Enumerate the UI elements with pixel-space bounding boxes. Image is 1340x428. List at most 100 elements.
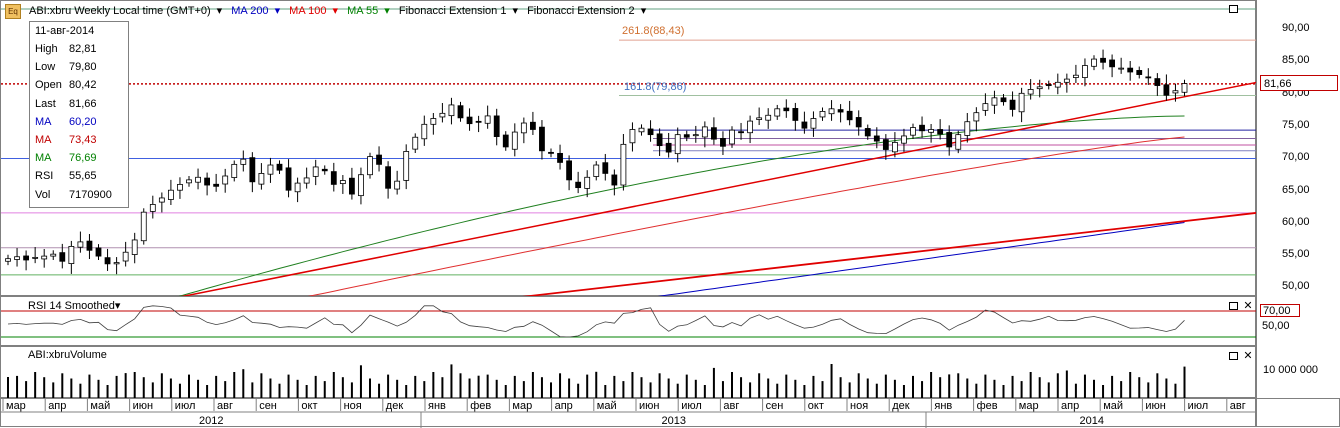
month-label: ноя xyxy=(850,400,868,412)
info-value: 7170900 xyxy=(69,188,112,201)
ma55-dropdown-icon[interactable]: ▾ xyxy=(384,5,390,17)
volume-title[interactable]: ABI:xbruVolume xyxy=(28,349,107,361)
volume-bar xyxy=(260,373,263,398)
volume-bar xyxy=(1011,375,1014,398)
close-volume-icon[interactable]: ✕ xyxy=(1243,350,1253,362)
month-label: июн xyxy=(639,400,659,412)
maximize-price-icon[interactable] xyxy=(1229,5,1238,13)
ma100-dropdown-icon[interactable]: ▾ xyxy=(332,5,338,17)
volume-bar xyxy=(622,381,625,398)
candle-body xyxy=(910,127,916,136)
maximize-volume-icon[interactable] xyxy=(1229,352,1238,360)
time-axis[interactable]: мар апр май июн июл авг сен окт ноя дек янв фев мар а… xyxy=(0,398,1257,428)
month-label: ноя xyxy=(344,400,362,412)
volume-bar xyxy=(939,377,942,398)
candle-body xyxy=(222,175,229,185)
month-label: июл xyxy=(1188,400,1209,412)
candle-body xyxy=(747,120,753,134)
volume-bar xyxy=(405,385,408,398)
volume-bar xyxy=(1111,375,1114,398)
symbol-dropdown-icon[interactable]: ▾ xyxy=(216,5,223,17)
volume-bar xyxy=(1038,377,1041,398)
volume-bar xyxy=(16,375,19,398)
volume-bar xyxy=(188,374,190,398)
month-label: дек xyxy=(386,400,404,412)
volume-bar xyxy=(459,373,462,398)
candle-body xyxy=(1100,57,1106,63)
ma100-label[interactable]: MA 100 xyxy=(289,5,327,17)
volume-bar xyxy=(486,374,489,398)
volume-bar xyxy=(568,378,571,398)
volume-bar xyxy=(1002,385,1005,398)
fib2-dropdown-icon[interactable]: ▾ xyxy=(640,5,647,17)
candle-body xyxy=(602,162,609,174)
candle-body xyxy=(1027,89,1034,95)
info-value: 80,42 xyxy=(69,79,97,92)
price-panel[interactable]: Eq ABI:xbru Weekly Local time (GMT+0) ▾ M… xyxy=(0,0,1258,300)
volume-bar xyxy=(921,381,924,398)
symbol-label[interactable]: ABI:xbru Weekly Local time (GMT+0) xyxy=(29,5,211,17)
candle-body xyxy=(276,163,283,171)
candle-body xyxy=(1136,70,1143,75)
candle-body xyxy=(1154,78,1161,86)
maximize-rsi-icon[interactable] xyxy=(1229,302,1238,310)
candle-body xyxy=(1018,92,1025,113)
rsi-axis[interactable]: 70,00 50,00 xyxy=(1256,296,1340,346)
volume-bar xyxy=(1020,381,1023,398)
rsi-70-tag: 70,00 xyxy=(1260,304,1300,317)
volume-bar xyxy=(387,374,390,398)
candle-body xyxy=(756,117,763,120)
ma55-label[interactable]: MA 55 xyxy=(347,5,379,17)
fib1-dropdown-icon[interactable]: ▾ xyxy=(512,5,518,17)
volume-bar xyxy=(414,375,417,398)
time-axis-plot[interactable]: мар апр май июн июл авг сен окт ноя дек янв фев мар а… xyxy=(1,399,1257,428)
candle-body xyxy=(828,108,835,115)
month-label: авг xyxy=(723,400,739,412)
ma200-dropdown-icon[interactable]: ▾ xyxy=(274,5,281,17)
volume-plot[interactable] xyxy=(1,347,1257,399)
candle-body xyxy=(23,255,30,261)
candle-body xyxy=(457,105,464,119)
volume-bar xyxy=(758,373,761,398)
candle-body xyxy=(358,174,364,197)
month-label: янв xyxy=(934,400,952,412)
info-key: High xyxy=(35,43,58,55)
candle-body xyxy=(113,262,120,265)
volume-bar xyxy=(749,382,752,398)
volume-bar xyxy=(875,383,878,398)
rsi-plot[interactable] xyxy=(1,297,1257,347)
fib2-label[interactable]: Fibonacci Extension 2 xyxy=(527,5,635,17)
candle-body xyxy=(330,171,337,185)
fib1-label[interactable]: Fibonacci Extension 1 xyxy=(398,5,507,17)
volume-axis[interactable]: 10 000 000 xyxy=(1256,346,1340,398)
candle-body xyxy=(394,180,401,190)
candle-body xyxy=(1127,67,1134,73)
price-plot[interactable] xyxy=(1,1,1258,300)
candle-body xyxy=(882,139,889,150)
volume-bar xyxy=(251,382,254,398)
candle-body xyxy=(638,127,645,133)
equity-icon[interactable]: Eq xyxy=(5,4,21,19)
volume-bar xyxy=(106,385,109,398)
volume-bar xyxy=(550,382,552,398)
volume-bar xyxy=(477,375,480,398)
month-label: июн xyxy=(1145,400,1165,412)
info-box: 11-авг-2014 High 82,81 Low 79,80 Open 80,42 La… xyxy=(29,21,129,208)
volume-panel[interactable]: ABI:xbruVolume ✕ xyxy=(0,346,1256,398)
volume-bar xyxy=(160,373,163,398)
rsi-panel[interactable]: RSI 14 Smoothed▾ ✕ xyxy=(0,296,1257,347)
rsi-dropdown-icon[interactable]: ▾ xyxy=(114,300,121,312)
volume-bar xyxy=(721,381,724,398)
volume-bar xyxy=(984,374,987,398)
volume-bar xyxy=(731,372,733,398)
candle-body xyxy=(774,108,781,117)
volume-bar xyxy=(966,378,969,398)
close-rsi-icon[interactable]: ✕ xyxy=(1243,300,1253,312)
price-axis[interactable]: 90,00 85,00 80,00 75,00 70,00 65,00 60,00 55,00… xyxy=(1256,0,1340,296)
info-key: MA xyxy=(35,152,52,165)
candle-body xyxy=(991,97,998,106)
rsi-title[interactable]: RSI 14 Smoothed▾ xyxy=(28,299,120,312)
volume-bar xyxy=(930,372,933,398)
ma200-label[interactable]: MA 200 xyxy=(231,5,269,17)
